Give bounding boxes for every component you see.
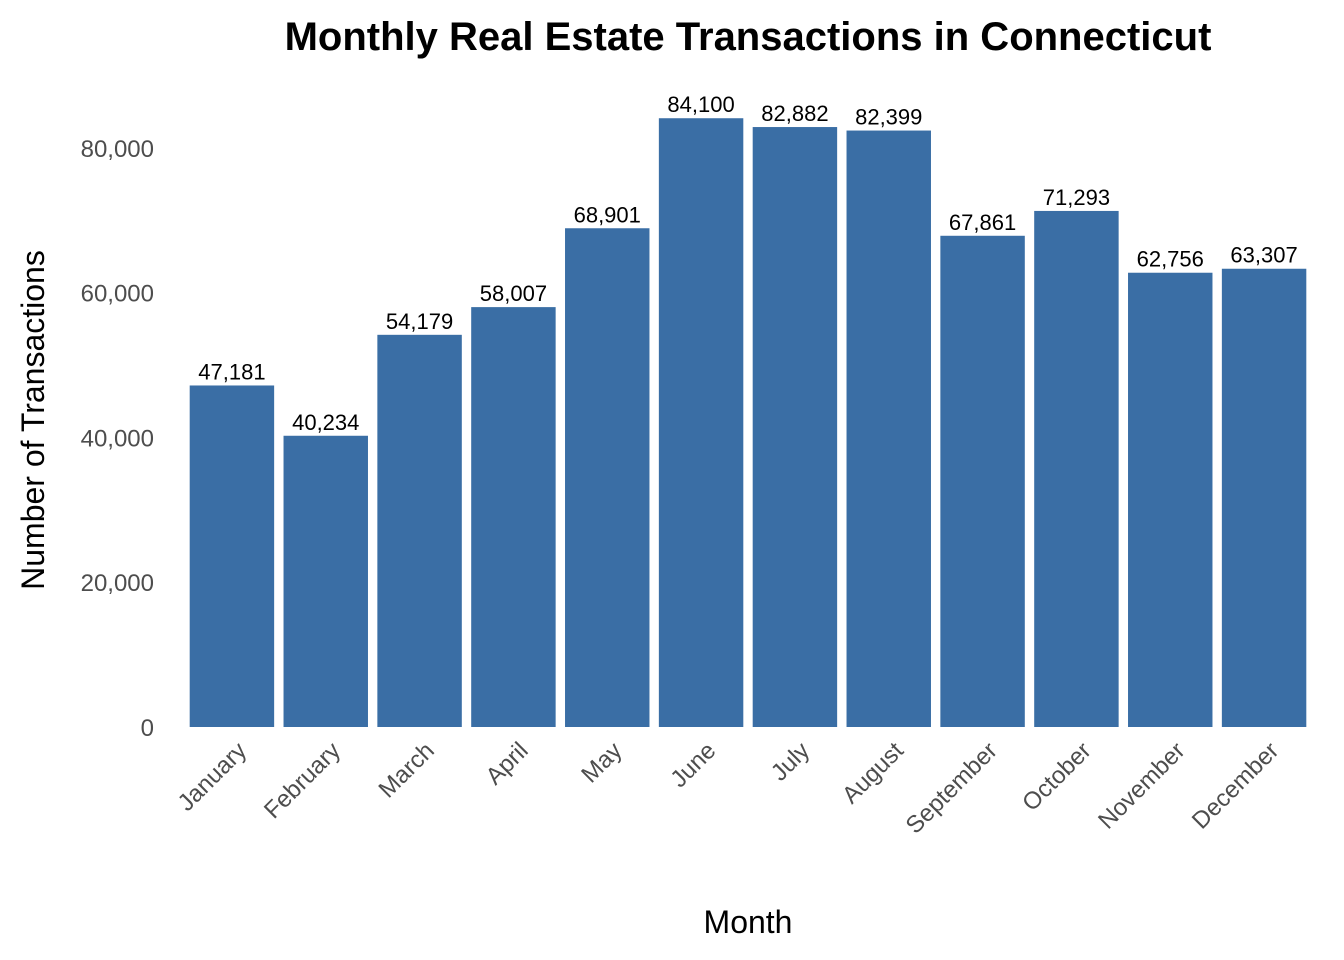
bar — [752, 127, 838, 727]
y-tick-label: 40,000 — [81, 425, 154, 452]
x-tick-label: August — [837, 737, 909, 809]
bar — [189, 385, 275, 727]
x-tick-label: May — [576, 737, 627, 788]
x-tick-label: October — [1017, 737, 1096, 816]
bar — [658, 118, 744, 727]
bar-value-label: 71,293 — [1043, 185, 1110, 210]
x-tick-label: July — [766, 737, 815, 786]
x-tick-label: September — [901, 737, 1003, 839]
bar — [377, 334, 462, 727]
bar-value-labels: 47,181 40,234 54,179 58,007 68,901 84,100 82,8… — [198, 92, 1297, 435]
y-tick-label: 20,000 — [81, 570, 154, 597]
bar — [846, 130, 931, 728]
y-tick-label: 60,000 — [81, 281, 154, 308]
y-axis-ticks: 0 20,000 40,000 60,000 80,000 — [81, 136, 154, 742]
bar-value-label: 58,007 — [480, 281, 547, 306]
bar-value-label: 47,181 — [198, 359, 265, 384]
x-tick-label: February — [259, 737, 346, 824]
bar — [1221, 268, 1307, 727]
x-tick-label: December — [1187, 737, 1284, 834]
x-axis-ticks: January February March April May June July Augu… — [173, 737, 1285, 839]
y-axis-title: Number of Transactions — [15, 250, 51, 590]
bar-value-label: 82,399 — [855, 105, 922, 130]
bar-value-label: 63,307 — [1230, 243, 1297, 268]
y-tick-label: 80,000 — [81, 136, 154, 163]
x-tick-label: June — [665, 737, 721, 793]
bar-value-label: 84,100 — [667, 92, 734, 117]
x-tick-label: April — [481, 737, 534, 790]
bar-value-label: 54,179 — [386, 309, 453, 334]
bar-value-label: 68,901 — [574, 202, 641, 227]
chart-title: Monthly Real Estate Transactions in Conn… — [285, 15, 1212, 59]
bar — [940, 235, 1025, 727]
x-tick-label: March — [374, 737, 440, 803]
bar-value-label: 67,861 — [949, 210, 1016, 235]
bar — [1128, 272, 1213, 727]
bar-value-label: 62,756 — [1137, 247, 1204, 272]
bars — [189, 118, 1307, 728]
bar-value-label: 82,882 — [761, 101, 828, 126]
x-tick-label: January — [173, 737, 252, 816]
bar — [283, 435, 368, 727]
bar-value-label: 40,234 — [292, 410, 359, 435]
bar — [471, 307, 556, 727]
y-tick-label: 0 — [141, 715, 154, 742]
x-axis-title: Month — [704, 904, 793, 940]
bar — [1034, 210, 1119, 727]
bar — [565, 228, 650, 727]
x-tick-label: November — [1093, 737, 1190, 834]
